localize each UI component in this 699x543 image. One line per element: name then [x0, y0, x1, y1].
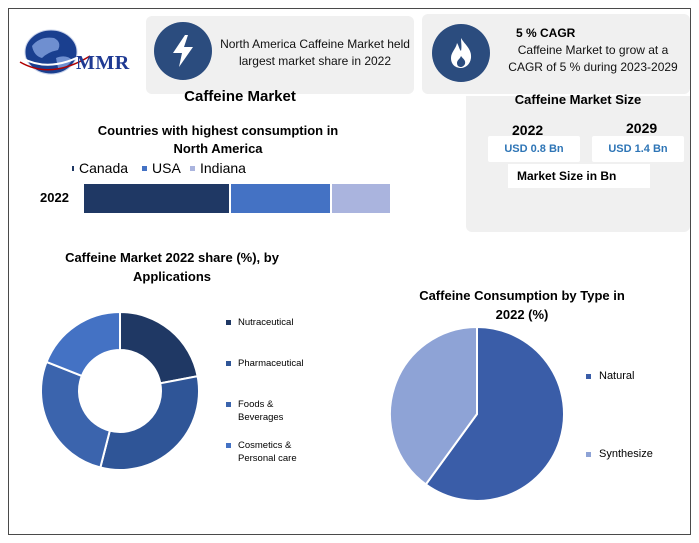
pie-slice-synthesize: [389, 326, 478, 486]
bar-chart-title: Countries with highest consumption in No…: [97, 123, 339, 156]
pie-swatch-natural: [586, 373, 591, 379]
donut-label-pharmaceutical: Pharmaceutical: [238, 358, 304, 369]
bar-legend-canada: Canada: [72, 160, 128, 176]
donut-chart-title: Caffeine Market 2022 share (%), by Appli…: [65, 250, 279, 284]
pie-swatch-synthesize: [586, 451, 591, 457]
donut-label-cosmetics: Cosmetics & Personal care: [238, 440, 297, 464]
donut-swatch-cosmetics: [226, 443, 231, 448]
cagr-text: Caffeine Market to grow at a CAGR of 5 %…: [508, 43, 678, 74]
donut-label-nutraceutical: Nutraceutical: [238, 317, 294, 328]
donut-slice-nutraceutical: [119, 312, 199, 385]
pie-chart-title: Caffeine Consumption by Type in 2022 (%): [419, 288, 625, 322]
pie-label-natural: Natural: [599, 370, 635, 382]
north-america-share-text: North America Caffeine Market held large…: [220, 37, 410, 68]
market-value-2029: USD 1.4 Bn: [592, 136, 684, 162]
lightning-icon: [154, 22, 212, 80]
donut-label-foods-beverages: Foods & Beverages: [238, 399, 284, 423]
donut-swatch-nutraceutical: [226, 320, 231, 325]
legend-label-canada: Canada: [79, 160, 129, 176]
year-2029: 2029: [626, 120, 658, 136]
market-size-title: Caffeine Market Size: [514, 92, 642, 107]
legend-swatch-usa: [142, 165, 147, 171]
bar-legend-usa: USA: [142, 160, 181, 176]
bar-segment-canada: [84, 184, 229, 213]
donut-slice-pharmaceutical: [99, 375, 200, 471]
donut-slice-cosmetics-personal-care: [45, 312, 121, 378]
cagr-title: 5 % CAGR: [516, 26, 576, 40]
donut-legend-nutraceutical: Nutraceutical: [226, 316, 293, 329]
donut-swatch-pharmaceutical: [226, 361, 231, 366]
market-size-unit-label: Market Size in Bn: [508, 164, 650, 188]
infographic-frame: [8, 8, 691, 535]
pie-label-synthesize: Synthesize: [599, 448, 653, 460]
donut-legend-cosmetics: Cosmetics & Personal care: [226, 439, 312, 465]
mmr-globe-logo: [19, 29, 91, 75]
pie-legend-synthesize: Synthesize: [586, 448, 653, 460]
market-value-2022: USD 0.8 Bn: [488, 136, 580, 162]
bar-legend-indiana: Indiana: [190, 160, 246, 176]
donut-swatch-foods-beverages: [226, 402, 231, 407]
highlight-card-cagr: 5 % CAGR Caffeine Market to grow at a CA…: [422, 14, 690, 94]
donut-legend-foods-beverages: Foods & Beverages: [226, 398, 302, 424]
main-title: Caffeine Market: [184, 88, 296, 105]
legend-label-usa: USA: [152, 160, 181, 176]
pie-chart: [389, 326, 565, 502]
donut-legend-pharmaceutical: Pharmaceutical: [226, 357, 303, 370]
bar-segment-indiana: [331, 184, 390, 213]
donut-slice-foods-beverages: [40, 360, 112, 469]
flame-icon: [432, 24, 490, 82]
logo-text: MMR: [76, 52, 130, 74]
pie-legend-natural: Natural: [586, 370, 634, 382]
year-2022: 2022: [512, 122, 544, 138]
bar-category-label: 2022: [40, 190, 69, 205]
donut-chart: [40, 312, 200, 471]
highlight-card-north-america: North America Caffeine Market held large…: [146, 16, 414, 94]
bar-segment-usa: [230, 184, 330, 213]
pie-slice-natural: [424, 326, 565, 502]
legend-label-indiana: Indiana: [200, 160, 246, 176]
legend-swatch-canada: [72, 165, 74, 171]
legend-swatch-indiana: [190, 165, 195, 171]
